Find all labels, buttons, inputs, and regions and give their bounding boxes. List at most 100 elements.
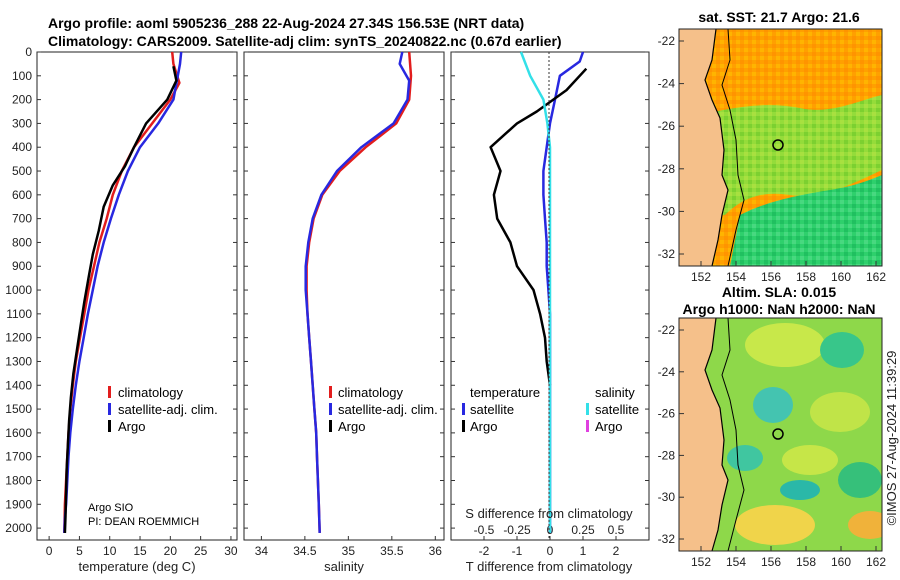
depth-tick-label: 500 bbox=[12, 164, 32, 178]
x-tick-label: 1 bbox=[580, 544, 587, 558]
sst-map bbox=[679, 29, 882, 266]
x-tick-label: 15 bbox=[133, 544, 147, 558]
depth-tick-label: 1000 bbox=[5, 283, 32, 297]
temperature-xlabel: temperature (deg C) bbox=[78, 559, 195, 574]
x-tick-label: 20 bbox=[164, 544, 178, 558]
depth-tick-label: 400 bbox=[12, 140, 32, 154]
lon-tick-label: 154 bbox=[726, 555, 746, 569]
x-tick-label: -2 bbox=[479, 544, 490, 558]
depth-tick-label: 800 bbox=[12, 235, 32, 249]
sla-map bbox=[679, 318, 882, 551]
lon-tick-label: 162 bbox=[866, 555, 886, 569]
legend-swatch-satellite bbox=[108, 403, 111, 415]
sla-map-title1: Altim. SLA: 0.015 bbox=[722, 284, 837, 300]
legend-swatch-argo bbox=[329, 420, 332, 432]
depth-tick-label: 700 bbox=[12, 212, 32, 226]
legend-swatch-climatology bbox=[108, 386, 111, 398]
lat-tick-label: -24 bbox=[658, 77, 676, 91]
salinity-panel bbox=[243, 51, 445, 541]
depth-tick-label: 1400 bbox=[5, 378, 32, 392]
s-tick-label: 0.5 bbox=[608, 523, 625, 537]
temp-diff-argo-line bbox=[489, 67, 588, 386]
x-tick-label: 34 bbox=[255, 544, 269, 558]
depth-tick-labels: 0 100 200 300 400 500 600 700 800 900 1000 1100 1200… bbox=[5, 45, 649, 535]
legend-label-argo: Argo bbox=[338, 419, 365, 434]
x-tick-label: 34.5 bbox=[293, 544, 317, 558]
legend-label-temp-argo: Argo bbox=[470, 419, 497, 434]
salinity-ticks: 34 34.5 35 35.5 36 bbox=[255, 536, 442, 558]
lon-tick-label: 158 bbox=[796, 555, 816, 569]
x-tick-label: 25 bbox=[194, 544, 208, 558]
depth-tick-label: 1600 bbox=[5, 426, 32, 440]
lon-tick-label: 160 bbox=[831, 555, 851, 569]
legend-label-sal-satellite: satellite bbox=[595, 402, 639, 417]
depth-tick-label: 900 bbox=[12, 259, 32, 273]
difference-xlabel: T difference from climatology bbox=[466, 559, 633, 574]
x-tick-label: 35 bbox=[342, 544, 356, 558]
legend-label-sal-argo: Argo bbox=[595, 419, 622, 434]
depth-tick-label: 1800 bbox=[5, 473, 32, 487]
lon-tick-label: 156 bbox=[761, 555, 781, 569]
legend-swatch-sal-argo bbox=[586, 420, 589, 432]
x-tick-label: 0 bbox=[46, 544, 53, 558]
lon-tick-label: 154 bbox=[726, 270, 746, 284]
lat-tick-label: -26 bbox=[658, 119, 676, 133]
lat-tick-label: -28 bbox=[658, 448, 676, 462]
legend-swatch-temp-argo bbox=[462, 420, 465, 432]
x-tick-label: 5 bbox=[76, 544, 83, 558]
lon-tick-label: 162 bbox=[866, 270, 886, 284]
lon-tick-label: 158 bbox=[796, 270, 816, 284]
depth-tick-label: 1900 bbox=[5, 497, 32, 511]
lat-tick-label: -30 bbox=[658, 204, 676, 218]
sal-diff-satellite-line bbox=[519, 51, 552, 533]
temperature-panel bbox=[36, 51, 238, 541]
lat-tick-label: -22 bbox=[658, 34, 676, 48]
salinity-xlabel: salinity bbox=[324, 559, 364, 574]
credit-pi: PI: DEAN ROEMMICH bbox=[88, 516, 199, 528]
timestamp-stamp: ©IMOS 27-Aug-2024 11:39:29 bbox=[884, 351, 899, 526]
x-tick-label: 30 bbox=[224, 544, 238, 558]
lon-tick-label: 152 bbox=[691, 555, 711, 569]
lat-tick-label: -30 bbox=[658, 490, 676, 504]
lat-tick-label: -32 bbox=[658, 247, 676, 261]
legend-label-climatology: climatology bbox=[338, 385, 404, 400]
difference-legend: temperature salinity satellite Argo sate… bbox=[462, 385, 639, 434]
legend-swatch-sal-satellite bbox=[586, 403, 589, 415]
lon-tick-label: 156 bbox=[761, 270, 781, 284]
temperature-argo-line bbox=[63, 66, 178, 533]
s-tick-label: -0.25 bbox=[503, 523, 531, 537]
x-tick-label: 10 bbox=[103, 544, 117, 558]
s-tick-label: 0.25 bbox=[571, 523, 595, 537]
depth-tick-label: 1700 bbox=[5, 450, 32, 464]
depth-tick-label: 0 bbox=[25, 45, 32, 59]
sla-map-title2: Argo h1000: NaN h2000: NaN bbox=[683, 301, 876, 317]
legend-swatch-temp-satellite bbox=[462, 403, 465, 415]
sst-map-title: sat. SST: 21.7 Argo: 21.6 bbox=[698, 9, 860, 25]
lon-tick-label: 160 bbox=[831, 270, 851, 284]
x-tick-label: 35.5 bbox=[380, 544, 404, 558]
lat-tick-label: -26 bbox=[658, 407, 676, 421]
difference-ticks: -2 -1 0 1 2-0.5 -0.25 0 0.25 0.5 bbox=[474, 523, 625, 558]
x-tick-label: 2 bbox=[613, 544, 620, 558]
map-ticks: -22 -24 -26 -28 -30 -32 152 154 156 158 160 162 -22 -… bbox=[658, 34, 887, 569]
legend-swatch-climatology bbox=[329, 386, 332, 398]
sla-map-frame bbox=[678, 317, 883, 552]
legend-label-satellite: satellite-adj. clim. bbox=[338, 402, 438, 417]
lat-tick-label: -32 bbox=[658, 532, 676, 546]
x-tick-label: -1 bbox=[512, 544, 523, 558]
lon-tick-label: 152 bbox=[691, 270, 711, 284]
lat-tick-label: -22 bbox=[658, 323, 676, 337]
salinity-legend: climatology satellite-adj. clim. Argo bbox=[329, 385, 438, 434]
legend-swatch-satellite bbox=[329, 403, 332, 415]
legend-label-satellite: satellite-adj. clim. bbox=[118, 402, 218, 417]
legend-label-temp-satellite: satellite bbox=[470, 402, 514, 417]
legend-label-argo: Argo bbox=[118, 419, 145, 434]
depth-tick-label: 1200 bbox=[5, 331, 32, 345]
depth-tick-label: 1100 bbox=[6, 307, 32, 321]
lat-tick-label: -24 bbox=[658, 365, 676, 379]
lat-tick-label: -28 bbox=[658, 162, 676, 176]
legend-title-temperature: temperature bbox=[470, 385, 540, 400]
depth-tick-label: 100 bbox=[12, 69, 32, 83]
sst-map-frame bbox=[678, 28, 883, 267]
